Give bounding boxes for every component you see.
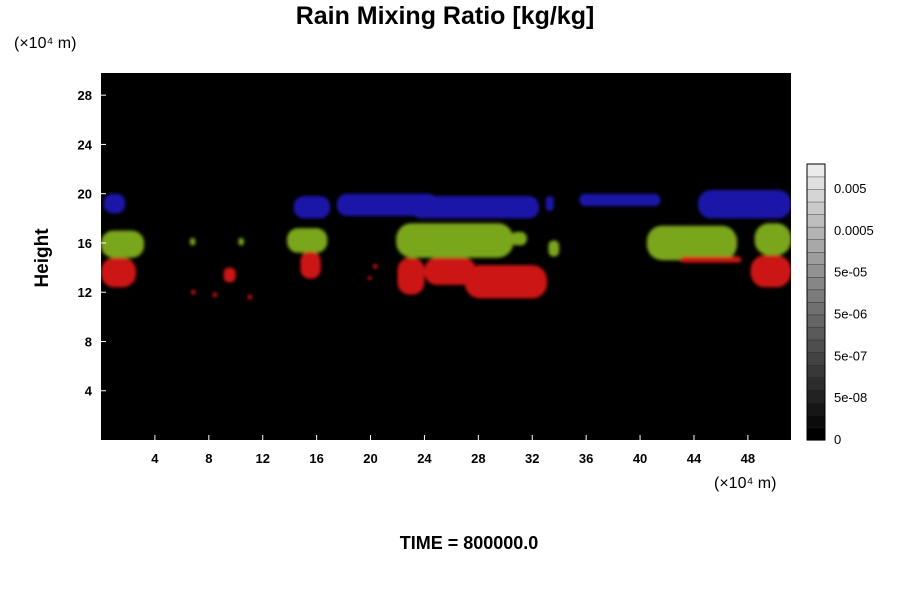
colorbar-level	[806, 201, 826, 215]
colorbar-level	[806, 213, 826, 228]
colorbar-level	[806, 163, 826, 178]
colorbar-level	[806, 264, 826, 278]
data-region	[247, 294, 252, 300]
data-region	[238, 238, 244, 246]
colorbar-level	[806, 326, 826, 341]
data-region	[750, 255, 791, 288]
data-region	[293, 196, 331, 219]
data-region	[397, 257, 425, 295]
x-tick-label: 4	[151, 451, 159, 466]
colorbar-frame	[806, 163, 826, 441]
data-region	[101, 230, 145, 258]
data-region	[754, 223, 791, 256]
data-region	[680, 256, 742, 263]
data-layers	[101, 189, 791, 300]
colorbar-tick-label: 5e-06	[834, 307, 867, 322]
colorbar-level	[806, 377, 826, 391]
data-region	[545, 196, 554, 211]
x-tick-label: 8	[205, 451, 212, 466]
data-region	[189, 238, 196, 246]
x-tick-label: 28	[471, 451, 485, 466]
colorbar-level	[806, 427, 826, 441]
y-tick-label: 12	[78, 285, 92, 300]
data-region	[698, 189, 791, 219]
colorbar-tick-label: 5e-05	[834, 265, 867, 280]
x-tick-label: 32	[525, 451, 539, 466]
colorbar-level	[806, 389, 826, 403]
colorbar-level	[806, 239, 826, 253]
colorbar-tick-label: 0	[834, 432, 841, 447]
x-tick-label: 12	[255, 451, 269, 466]
y-tick-label: 28	[78, 88, 92, 103]
colorbar-level	[806, 301, 826, 316]
colorbar-level	[806, 251, 826, 265]
colorbar-level	[806, 414, 826, 429]
y-tick-label: 24	[78, 137, 93, 152]
x-tick-label: 48	[741, 451, 755, 466]
time-label: TIME = 800000.0	[400, 533, 539, 553]
data-region	[286, 228, 328, 253]
x-tick-label: 16	[309, 451, 323, 466]
colorbar-level	[806, 188, 826, 203]
y-tick-label: 8	[85, 334, 92, 349]
colorbar: 0 5e-08 5e-07 5e-06 5e-05 0.0005 0.005	[806, 163, 874, 447]
y-axis-label: Height	[32, 228, 53, 288]
data-region	[103, 193, 126, 214]
chart-title: Rain Mixing Ratio [kg/kg]	[296, 2, 595, 30]
data-region	[424, 257, 476, 285]
data-region	[223, 267, 236, 283]
data-region	[410, 196, 539, 219]
colorbar-level	[806, 276, 826, 291]
data-region	[548, 240, 560, 257]
data-region	[464, 265, 548, 299]
data-region	[367, 276, 372, 280]
data-region	[510, 231, 527, 246]
colorbar-level	[806, 364, 826, 378]
colorbar-level	[806, 402, 826, 416]
x-tick-label: 40	[633, 451, 647, 466]
x-units-label: (×10⁴ m)	[714, 475, 776, 492]
data-region	[101, 257, 137, 288]
y-axis: 4 8 12 16 20 24 28	[78, 88, 106, 399]
colorbar-level	[806, 339, 826, 353]
y-tick-label: 16	[78, 236, 92, 251]
x-tick-label: 36	[579, 451, 593, 466]
y-tick-label: 4	[85, 384, 93, 399]
colorbar-tick-label: 5e-08	[834, 390, 867, 405]
x-tick-label: 20	[363, 451, 377, 466]
colorbar-level	[806, 351, 826, 366]
colorbar-level	[806, 176, 826, 190]
data-region	[579, 193, 661, 207]
y-tick-label: 20	[78, 187, 92, 202]
data-region	[191, 289, 196, 295]
data-region	[373, 263, 378, 269]
y-units-label: (×10⁴ m)	[14, 35, 76, 52]
x-tick-label: 44	[687, 451, 702, 466]
colorbar-level	[806, 314, 826, 328]
x-tick-label: 24	[417, 451, 432, 466]
x-axis: 4 8 12 16 20 24 28 32 36 40 44 48	[151, 435, 755, 466]
data-region	[300, 251, 321, 279]
colorbar-tick-label: 0.005	[834, 181, 867, 196]
data-region	[212, 292, 217, 298]
data-region	[396, 223, 514, 258]
colorbar-level	[806, 289, 826, 303]
colorbar-tick-label: 5e-07	[834, 348, 867, 363]
colorbar-level	[806, 226, 826, 240]
colorbar-tick-label: 0.0005	[834, 223, 874, 238]
data-region	[646, 225, 738, 261]
